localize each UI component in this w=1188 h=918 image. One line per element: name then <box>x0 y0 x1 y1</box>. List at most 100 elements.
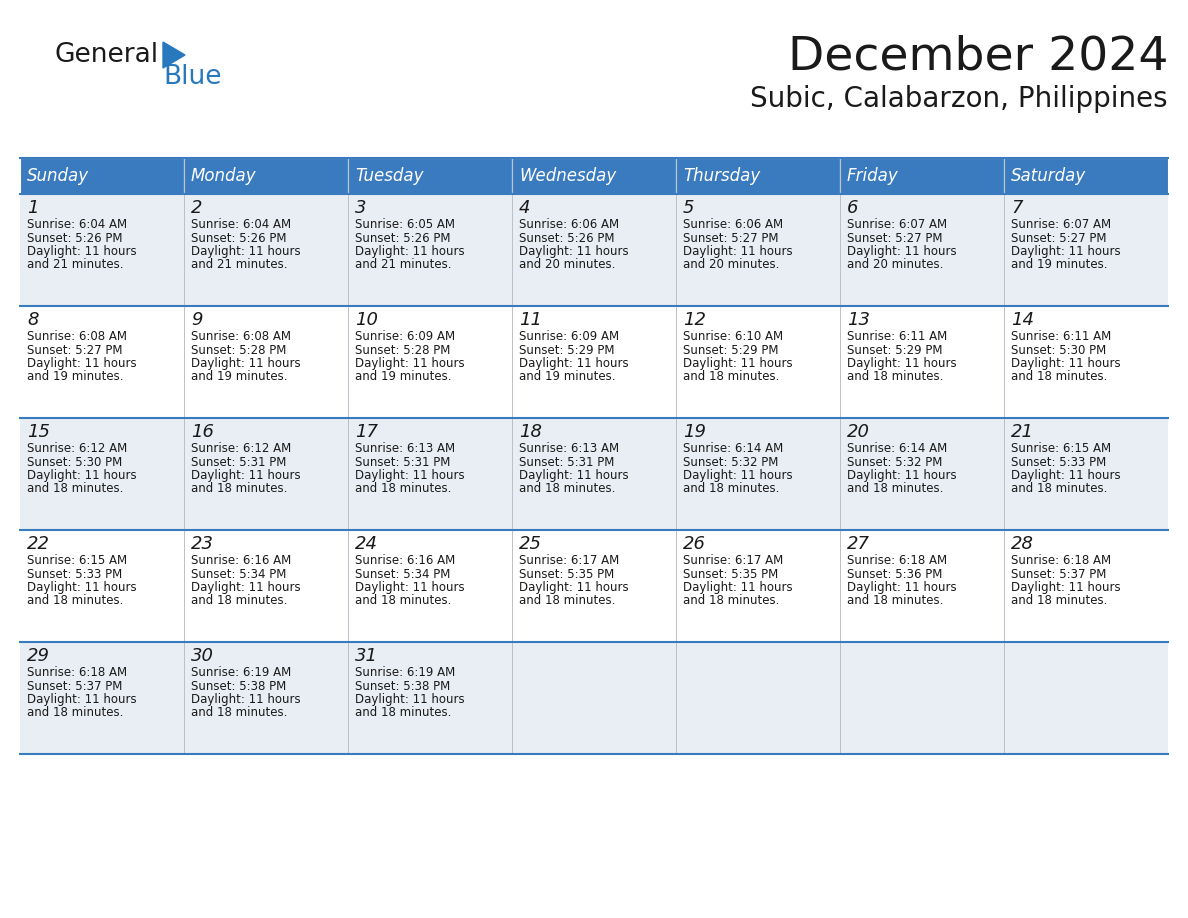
Text: General: General <box>55 42 159 68</box>
Text: 16: 16 <box>191 423 214 441</box>
Text: Sunrise: 6:19 AM: Sunrise: 6:19 AM <box>355 666 455 679</box>
Text: and 19 minutes.: and 19 minutes. <box>27 371 124 384</box>
Text: 15: 15 <box>27 423 50 441</box>
Text: Sunset: 5:27 PM: Sunset: 5:27 PM <box>683 231 778 244</box>
Text: Sunrise: 6:19 AM: Sunrise: 6:19 AM <box>191 666 291 679</box>
Text: Daylight: 11 hours: Daylight: 11 hours <box>1011 357 1120 370</box>
Text: Thursday: Thursday <box>683 167 760 185</box>
Text: 8: 8 <box>27 311 38 329</box>
Text: Saturday: Saturday <box>1011 167 1086 185</box>
Text: 17: 17 <box>355 423 378 441</box>
Text: Friday: Friday <box>847 167 899 185</box>
Text: Daylight: 11 hours: Daylight: 11 hours <box>1011 245 1120 258</box>
Polygon shape <box>163 42 185 68</box>
Text: Daylight: 11 hours: Daylight: 11 hours <box>519 469 628 482</box>
Text: Sunrise: 6:18 AM: Sunrise: 6:18 AM <box>27 666 127 679</box>
Text: and 18 minutes.: and 18 minutes. <box>1011 371 1107 384</box>
Text: Sunrise: 6:11 AM: Sunrise: 6:11 AM <box>1011 330 1111 343</box>
Text: Sunrise: 6:17 AM: Sunrise: 6:17 AM <box>683 554 783 567</box>
Text: and 18 minutes.: and 18 minutes. <box>191 595 287 608</box>
Text: Daylight: 11 hours: Daylight: 11 hours <box>519 357 628 370</box>
Text: Daylight: 11 hours: Daylight: 11 hours <box>355 469 465 482</box>
Text: Sunrise: 6:10 AM: Sunrise: 6:10 AM <box>683 330 783 343</box>
Text: Daylight: 11 hours: Daylight: 11 hours <box>355 357 465 370</box>
Text: Sunset: 5:33 PM: Sunset: 5:33 PM <box>27 567 122 580</box>
Text: Daylight: 11 hours: Daylight: 11 hours <box>355 581 465 594</box>
Text: Sunrise: 6:06 AM: Sunrise: 6:06 AM <box>683 218 783 231</box>
Text: Sunset: 5:26 PM: Sunset: 5:26 PM <box>519 231 614 244</box>
Text: Daylight: 11 hours: Daylight: 11 hours <box>27 245 137 258</box>
Text: and 18 minutes.: and 18 minutes. <box>519 483 615 496</box>
Text: Sunset: 5:31 PM: Sunset: 5:31 PM <box>191 455 286 468</box>
Text: 11: 11 <box>519 311 542 329</box>
Text: and 18 minutes.: and 18 minutes. <box>1011 595 1107 608</box>
Text: and 18 minutes.: and 18 minutes. <box>27 483 124 496</box>
Text: Daylight: 11 hours: Daylight: 11 hours <box>191 357 301 370</box>
Text: Daylight: 11 hours: Daylight: 11 hours <box>519 245 628 258</box>
Text: 13: 13 <box>847 311 870 329</box>
Text: Sunrise: 6:04 AM: Sunrise: 6:04 AM <box>191 218 291 231</box>
Text: Sunset: 5:30 PM: Sunset: 5:30 PM <box>27 455 122 468</box>
Text: Sunset: 5:38 PM: Sunset: 5:38 PM <box>355 679 450 692</box>
Text: Daylight: 11 hours: Daylight: 11 hours <box>683 469 792 482</box>
Text: 4: 4 <box>519 199 531 217</box>
Text: Sunrise: 6:17 AM: Sunrise: 6:17 AM <box>519 554 619 567</box>
Text: 18: 18 <box>519 423 542 441</box>
Text: 19: 19 <box>683 423 706 441</box>
Text: 24: 24 <box>355 535 378 553</box>
Text: Sunset: 5:32 PM: Sunset: 5:32 PM <box>847 455 942 468</box>
Text: and 18 minutes.: and 18 minutes. <box>683 595 779 608</box>
Text: and 21 minutes.: and 21 minutes. <box>355 259 451 272</box>
Text: Sunrise: 6:05 AM: Sunrise: 6:05 AM <box>355 218 455 231</box>
Text: Sunset: 5:35 PM: Sunset: 5:35 PM <box>683 567 778 580</box>
Text: Daylight: 11 hours: Daylight: 11 hours <box>27 469 137 482</box>
Bar <box>676 158 840 194</box>
Text: and 18 minutes.: and 18 minutes. <box>27 707 124 720</box>
Text: Daylight: 11 hours: Daylight: 11 hours <box>27 357 137 370</box>
Text: 14: 14 <box>1011 311 1034 329</box>
Text: Subic, Calabarzon, Philippines: Subic, Calabarzon, Philippines <box>751 85 1168 113</box>
Text: Sunset: 5:29 PM: Sunset: 5:29 PM <box>519 343 614 356</box>
Text: Sunrise: 6:11 AM: Sunrise: 6:11 AM <box>847 330 947 343</box>
Text: Sunset: 5:26 PM: Sunset: 5:26 PM <box>355 231 450 244</box>
Text: and 20 minutes.: and 20 minutes. <box>519 259 615 272</box>
Bar <box>184 158 348 194</box>
Text: Sunset: 5:37 PM: Sunset: 5:37 PM <box>1011 567 1106 580</box>
Text: Daylight: 11 hours: Daylight: 11 hours <box>27 581 137 594</box>
Text: and 19 minutes.: and 19 minutes. <box>519 371 615 384</box>
Text: and 19 minutes.: and 19 minutes. <box>1011 259 1107 272</box>
Text: and 19 minutes.: and 19 minutes. <box>355 371 451 384</box>
Text: Daylight: 11 hours: Daylight: 11 hours <box>355 693 465 706</box>
Text: Daylight: 11 hours: Daylight: 11 hours <box>683 245 792 258</box>
Text: Sunset: 5:37 PM: Sunset: 5:37 PM <box>27 679 122 692</box>
Text: Sunrise: 6:12 AM: Sunrise: 6:12 AM <box>191 442 291 455</box>
Text: and 21 minutes.: and 21 minutes. <box>27 259 124 272</box>
Text: Sunrise: 6:13 AM: Sunrise: 6:13 AM <box>355 442 455 455</box>
Text: Daylight: 11 hours: Daylight: 11 hours <box>847 357 956 370</box>
Text: Sunrise: 6:08 AM: Sunrise: 6:08 AM <box>27 330 127 343</box>
Text: 26: 26 <box>683 535 706 553</box>
Text: 9: 9 <box>191 311 202 329</box>
Text: Daylight: 11 hours: Daylight: 11 hours <box>1011 469 1120 482</box>
Text: Sunrise: 6:14 AM: Sunrise: 6:14 AM <box>683 442 783 455</box>
Text: Sunset: 5:28 PM: Sunset: 5:28 PM <box>355 343 450 356</box>
Text: and 18 minutes.: and 18 minutes. <box>847 483 943 496</box>
Text: Sunday: Sunday <box>27 167 89 185</box>
Text: Sunrise: 6:06 AM: Sunrise: 6:06 AM <box>519 218 619 231</box>
Text: and 19 minutes.: and 19 minutes. <box>191 371 287 384</box>
Bar <box>20 194 1168 306</box>
Text: Sunrise: 6:18 AM: Sunrise: 6:18 AM <box>847 554 947 567</box>
Text: Sunset: 5:29 PM: Sunset: 5:29 PM <box>683 343 778 356</box>
Text: and 20 minutes.: and 20 minutes. <box>847 259 943 272</box>
Text: Daylight: 11 hours: Daylight: 11 hours <box>191 693 301 706</box>
Text: and 18 minutes.: and 18 minutes. <box>847 595 943 608</box>
Text: 27: 27 <box>847 535 870 553</box>
Text: Sunset: 5:27 PM: Sunset: 5:27 PM <box>1011 231 1106 244</box>
Text: 5: 5 <box>683 199 695 217</box>
Text: Sunset: 5:27 PM: Sunset: 5:27 PM <box>27 343 122 356</box>
Text: Sunrise: 6:16 AM: Sunrise: 6:16 AM <box>355 554 455 567</box>
Text: Sunset: 5:26 PM: Sunset: 5:26 PM <box>191 231 286 244</box>
Text: 21: 21 <box>1011 423 1034 441</box>
Text: and 18 minutes.: and 18 minutes. <box>683 483 779 496</box>
Text: 30: 30 <box>191 647 214 665</box>
